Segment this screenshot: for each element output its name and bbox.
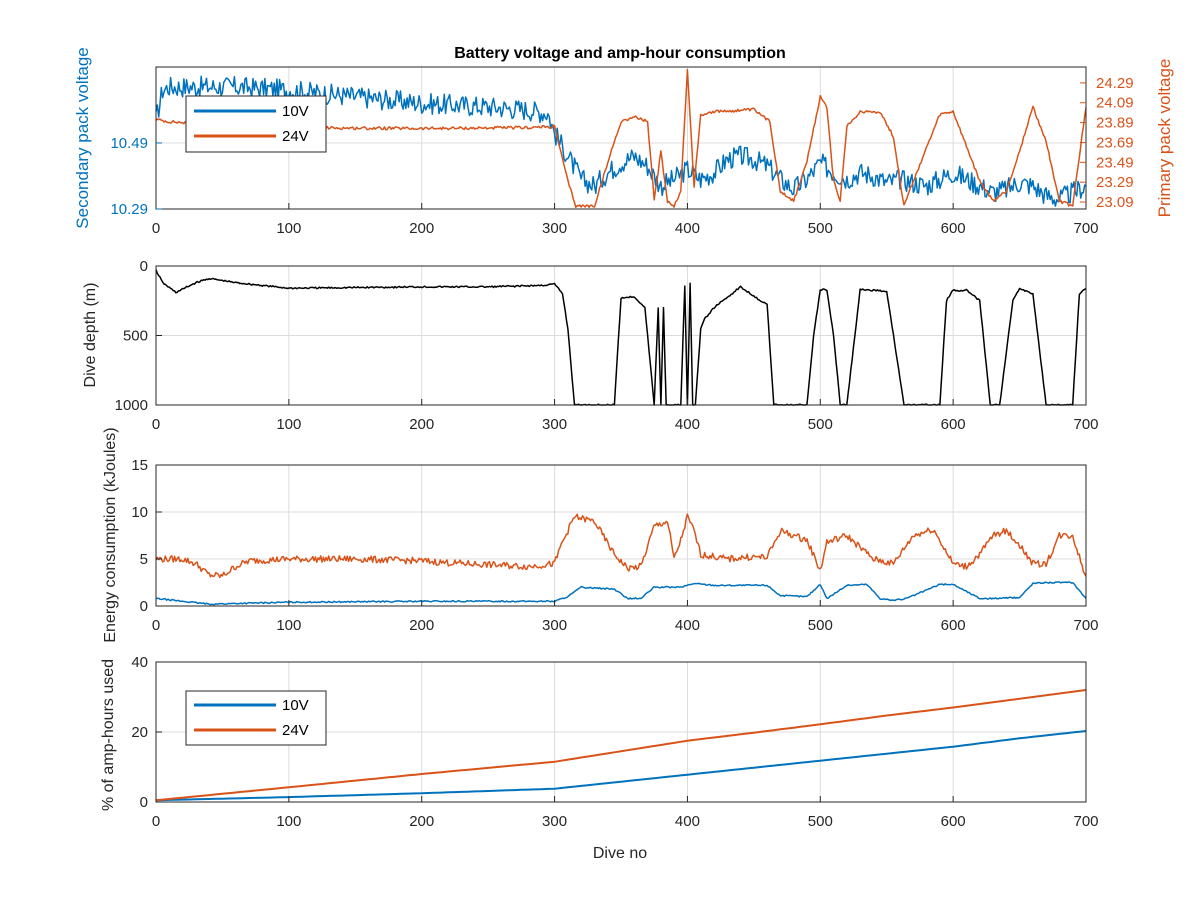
x-tick-label: 500 <box>808 813 833 830</box>
legend-label-10v: 10V <box>282 103 309 120</box>
x-tick-label: 0 <box>152 617 160 634</box>
series-line-10v <box>155 75 1087 207</box>
y-right-tick-label: 23.89 <box>1096 115 1134 132</box>
x-tick-label: 700 <box>1073 416 1098 433</box>
x-tick-label: 200 <box>409 813 434 830</box>
x-tick-label: 0 <box>152 416 160 433</box>
x-tick-label: 200 <box>409 617 434 634</box>
y-tick-label: 0 <box>140 258 148 275</box>
series-line-10v <box>155 730 1087 802</box>
x-axis-label: Dive no <box>593 845 647 862</box>
y-right-tick-label: 23.29 <box>1096 174 1134 191</box>
chart-title: Battery voltage and amp-hour consumption <box>454 45 786 62</box>
x-tick-label: 400 <box>675 813 700 830</box>
y-tick-label: 5 <box>140 551 148 568</box>
x-ticks-energy: 0 100 200 300 400 500 600 700 <box>152 600 1099 634</box>
x-tick-label: 300 <box>542 220 567 237</box>
y-tick-label: 10.29 <box>110 201 148 218</box>
y-ticks-right-voltage: 23.09 23.29 23.49 23.69 23.89 24.09 24.29 <box>1080 75 1134 211</box>
x-tick-label: 300 <box>542 813 567 830</box>
x-tick-label: 700 <box>1073 220 1098 237</box>
y-tick-label: 500 <box>123 328 148 345</box>
x-tick-label: 100 <box>276 416 301 433</box>
legend-box <box>185 690 327 746</box>
axes-box-energy <box>155 464 1087 607</box>
y-axis-label-secondary-voltage: Secondary pack voltage <box>73 47 92 228</box>
x-tick-label: 600 <box>941 220 966 237</box>
y-tick-label: 40 <box>131 654 148 671</box>
y-right-tick-label: 23.49 <box>1096 154 1134 171</box>
legend-amp-hours: 10V 24V <box>185 690 327 746</box>
y-right-tick-label: 23.69 <box>1096 134 1134 151</box>
y-tick-label: 0 <box>140 598 148 615</box>
y-axis-label-primary-voltage: Primary pack voltage <box>1155 59 1174 218</box>
y-tick-label: 15 <box>131 457 148 474</box>
series-lines-amp-hours <box>155 689 1087 802</box>
y-tick-label: 10 <box>131 504 148 521</box>
y-right-tick-label: 23.09 <box>1096 194 1134 211</box>
x-tick-label: 600 <box>941 813 966 830</box>
legend-label-24v: 24V <box>282 722 309 739</box>
x-tick-label: 600 <box>941 617 966 634</box>
y-right-tick-label: 24.09 <box>1096 95 1134 112</box>
y-ticks-amp-hours: 0 20 40 <box>131 654 162 811</box>
x-ticks-voltage: 0 100 200 300 400 500 600 700 <box>152 203 1099 237</box>
series-line-24v <box>155 689 1087 802</box>
y-tick-label: 1000 <box>115 397 148 414</box>
series-line-p2-1 <box>155 581 1087 606</box>
x-tick-label: 300 <box>542 617 567 634</box>
x-tick-label: 200 <box>409 220 434 237</box>
y-tick-label: 10.49 <box>110 135 148 152</box>
x-tick-label: 500 <box>808 617 833 634</box>
x-tick-label: 0 <box>152 220 160 237</box>
y-ticks-depth: 0 500 1000 <box>115 258 162 414</box>
y-ticks-left-voltage: 10.29 10.49 <box>110 135 162 218</box>
legend-label-10v: 10V <box>282 697 309 714</box>
y-axis-label-energy: Energy consumption (kJoules) <box>102 427 119 642</box>
panel-voltage: Battery voltage and amp-hour consumption… <box>73 45 1174 237</box>
legend-label-24v: 24V <box>282 128 309 145</box>
x-tick-label: 300 <box>542 416 567 433</box>
y-tick-label: 0 <box>140 794 148 811</box>
x-tick-label: 200 <box>409 416 434 433</box>
x-tick-label: 400 <box>675 220 700 237</box>
x-tick-label: 400 <box>675 617 700 634</box>
legend-voltage: 10V 24V <box>185 95 327 153</box>
series-lines-energy <box>155 513 1087 606</box>
panel-energy: 0 100 200 300 400 500 600 700 0 5 10 15 Energy con… <box>102 427 1099 642</box>
x-tick-label: 600 <box>941 416 966 433</box>
axes-box-voltage <box>155 66 1087 210</box>
panel-dive-depth: 0 100 200 300 400 500 600 700 0 500 1000 Dive dep… <box>82 258 1099 433</box>
x-ticks-amp-hours: 0 100 200 300 400 500 600 700 <box>152 796 1099 830</box>
plot-area-energy <box>156 465 1086 606</box>
series-line-p2-0 <box>155 513 1087 579</box>
x-tick-label: 400 <box>675 416 700 433</box>
y-axis-label-amp-hours: % of amp-hours used <box>100 659 117 811</box>
y-tick-label: 20 <box>131 724 148 741</box>
x-tick-label: 500 <box>808 220 833 237</box>
x-tick-label: 500 <box>808 416 833 433</box>
x-tick-label: 100 <box>276 617 301 634</box>
y-axis-label-depth: Dive depth (m) <box>82 283 99 388</box>
y-right-tick-label: 24.29 <box>1096 75 1134 92</box>
legend-box <box>185 95 327 153</box>
x-tick-label: 700 <box>1073 813 1098 830</box>
panel-amp-hours: 0 100 200 300 400 500 600 700 0 20 40 % of amp-ho… <box>100 654 1099 862</box>
y-ticks-energy: 0 5 10 15 <box>131 457 162 615</box>
x-tick-label: 0 <box>152 813 160 830</box>
x-ticks-depth: 0 100 200 300 400 500 600 700 <box>152 399 1099 433</box>
x-tick-label: 100 <box>276 813 301 830</box>
x-tick-label: 700 <box>1073 617 1098 634</box>
x-tick-label: 100 <box>276 220 301 237</box>
